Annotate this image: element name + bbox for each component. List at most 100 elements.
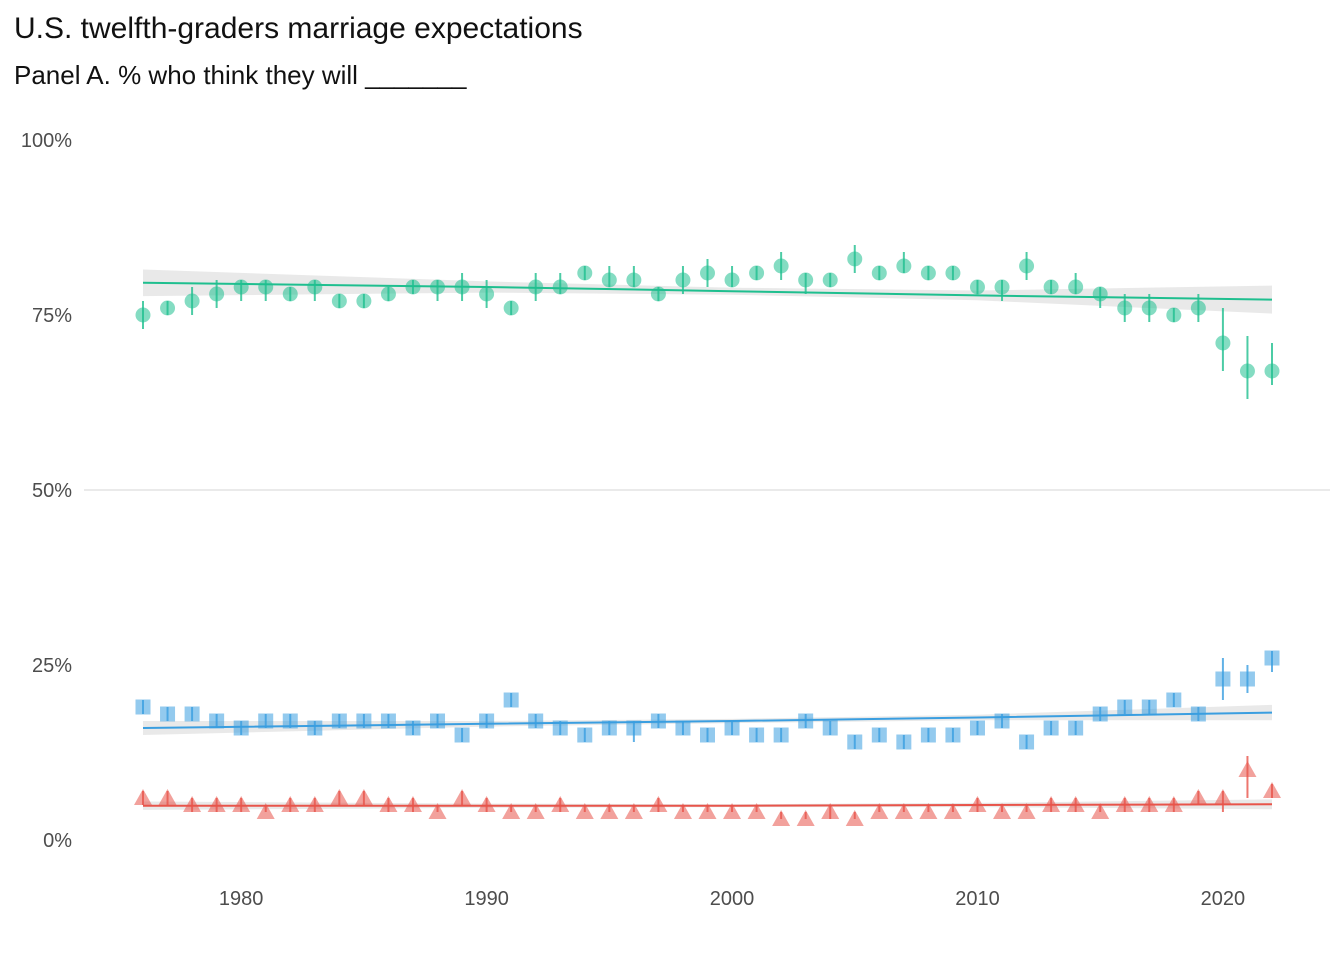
data-point [577, 727, 593, 743]
data-point [773, 258, 789, 274]
data-point [772, 810, 791, 826]
data-point [994, 713, 1010, 729]
data-point [1166, 692, 1182, 708]
data-point [380, 286, 396, 302]
data-point [1263, 782, 1281, 798]
data-point [454, 279, 470, 295]
y-tick-label: 100% [21, 130, 72, 152]
data-point [1017, 803, 1036, 819]
data-point [551, 796, 570, 812]
data-point [894, 803, 913, 819]
data-point [945, 265, 961, 281]
data-point [1117, 300, 1133, 316]
data-point [798, 713, 814, 729]
data-point [528, 279, 544, 295]
data-point [526, 803, 545, 819]
data-point [822, 720, 838, 736]
data-point [1213, 789, 1232, 805]
data-point [822, 272, 838, 288]
data-point [847, 251, 863, 267]
data-point [282, 286, 298, 302]
x-tick-label: 2000 [710, 888, 755, 910]
chart-subtitle: Panel A. % who think they will _______ [14, 60, 467, 90]
data-point [209, 286, 225, 302]
y-tick-label: 25% [32, 655, 72, 677]
data-point [673, 803, 692, 819]
data-point [503, 300, 519, 316]
data-point [184, 706, 200, 722]
data-point [307, 279, 323, 295]
data-point [331, 293, 347, 309]
data-point [871, 727, 887, 743]
data-point [258, 279, 274, 295]
data-point [134, 789, 152, 805]
data-point [896, 258, 912, 274]
data-point [405, 720, 421, 736]
data-point [650, 286, 666, 302]
data-point [1066, 796, 1085, 812]
data-point [675, 272, 691, 288]
data-point [1190, 300, 1206, 316]
data-point [454, 727, 470, 743]
data-point [380, 713, 396, 729]
data-point [624, 803, 643, 819]
data-point [1164, 796, 1183, 812]
data-point [798, 272, 814, 288]
data-point [307, 720, 323, 736]
data-point [354, 789, 373, 805]
data-point [453, 789, 472, 805]
data-point [158, 789, 177, 805]
data-point [430, 713, 446, 729]
data-point [943, 803, 962, 819]
data-point [305, 796, 324, 812]
data-point [356, 713, 372, 729]
x-tick-label: 2010 [955, 888, 1000, 910]
chart-title: U.S. twelfth-graders marriage expectatio… [14, 12, 583, 45]
data-point [1117, 699, 1133, 715]
data-point [821, 803, 840, 819]
data-point [920, 727, 936, 743]
data-point [747, 803, 766, 819]
x-tick-label: 1980 [219, 888, 264, 910]
data-point [331, 713, 347, 729]
data-point [1190, 706, 1206, 722]
data-point [796, 810, 815, 826]
data-point [552, 720, 568, 736]
data-point [233, 720, 249, 736]
y-tick-label: 75% [32, 305, 72, 327]
data-point [773, 727, 789, 743]
data-point [232, 796, 251, 812]
data-point [1092, 706, 1108, 722]
data-point [479, 713, 495, 729]
data-point [675, 720, 691, 736]
data-point [896, 734, 912, 750]
data-point [575, 803, 594, 819]
data-point [258, 713, 274, 729]
data-point [1140, 796, 1159, 812]
data-point [919, 803, 938, 819]
data-point [282, 713, 298, 729]
data-point [1092, 286, 1108, 302]
data-point [1043, 720, 1059, 736]
data-point [379, 796, 398, 812]
data-point [945, 727, 961, 743]
data-point [577, 265, 593, 281]
data-point [1091, 803, 1110, 819]
data-point [993, 803, 1012, 819]
data-point [1141, 300, 1157, 316]
data-point [428, 803, 447, 819]
data-point [723, 803, 742, 819]
data-point [871, 265, 887, 281]
data-point [479, 286, 495, 302]
data-point [870, 803, 889, 819]
data-point [184, 293, 200, 309]
data-point [256, 803, 275, 819]
data-point [403, 796, 422, 812]
data-point [552, 279, 568, 295]
data-point [405, 279, 421, 295]
data-point [626, 272, 642, 288]
data-point [207, 796, 226, 812]
data-point [1068, 279, 1084, 295]
data-point [233, 279, 249, 295]
data-point [135, 307, 151, 323]
